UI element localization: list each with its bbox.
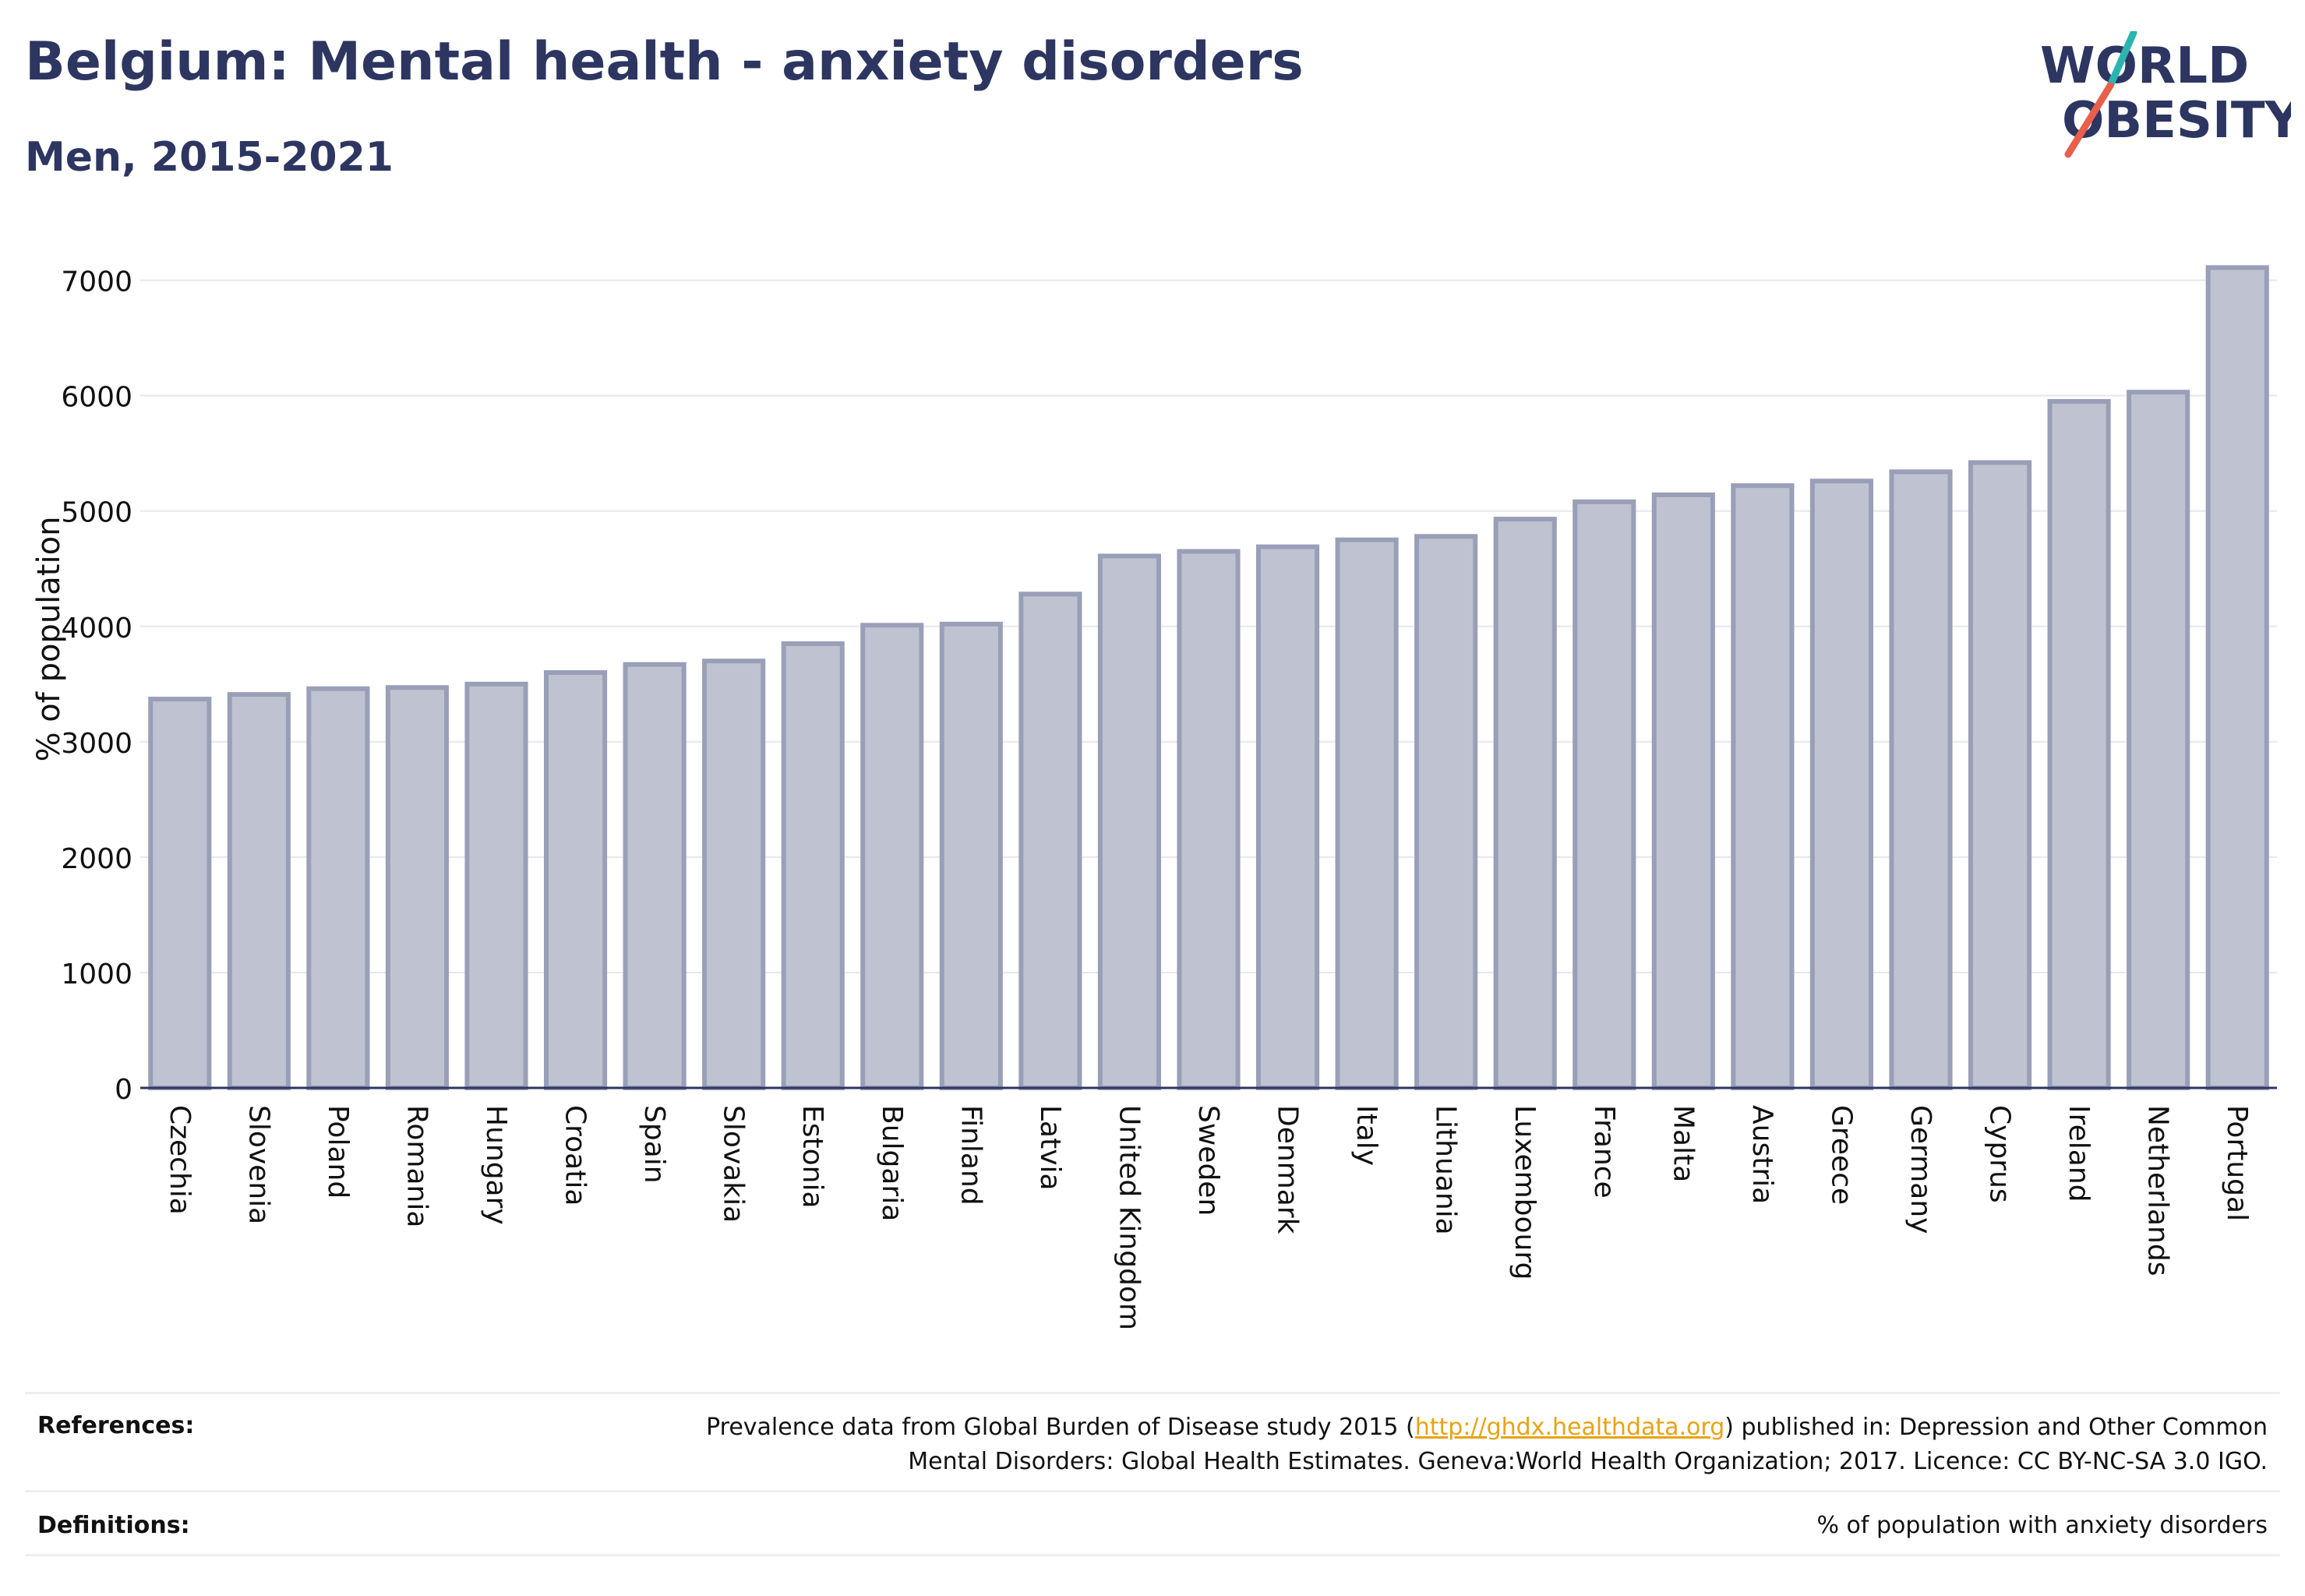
y-tick-label: 0: [115, 1074, 132, 1106]
bar-slovenia[interactable]: [227, 692, 291, 1090]
bar-poland[interactable]: [306, 686, 370, 1090]
x-tick-label: Luxembourg: [1509, 1105, 1541, 1280]
x-tick-label: Slovakia: [718, 1105, 750, 1223]
bar-bulgaria[interactable]: [860, 623, 924, 1090]
bar-greece[interactable]: [1809, 478, 1874, 1090]
bar-italy[interactable]: [1335, 537, 1399, 1090]
references-row: References: Prevalence data from Global …: [25, 1403, 2280, 1488]
x-tick-label: Greece: [1825, 1105, 1857, 1205]
bar-malta[interactable]: [1651, 492, 1715, 1090]
x-tick-label: Germany: [1904, 1105, 1936, 1234]
x-tick-label: Romania: [401, 1105, 432, 1227]
definitions-label: Definitions:: [37, 1512, 190, 1539]
bar-croatia[interactable]: [543, 670, 608, 1090]
bar-romania[interactable]: [385, 685, 450, 1090]
bar-france[interactable]: [1573, 499, 1636, 1090]
bar-hungary[interactable]: [464, 681, 528, 1090]
logo-slash-bottom: [2064, 82, 2114, 158]
bar-czechia[interactable]: [148, 697, 212, 1091]
x-tick-label: United Kingdom: [1113, 1105, 1145, 1330]
x-tick-label: Latvia: [1034, 1105, 1066, 1191]
x-tick-label: Bulgaria: [876, 1105, 908, 1221]
bars: [148, 265, 2269, 1091]
x-tick-label: Cyprus: [1984, 1105, 2016, 1203]
world-obesity-logo: WORLD OBESITY: [2040, 31, 2291, 158]
x-tick-label: Estonia: [796, 1105, 828, 1209]
x-tick-label: Ireland: [2063, 1105, 2095, 1202]
bar-finland[interactable]: [939, 621, 1003, 1090]
y-tick-label: 3000: [61, 728, 132, 760]
logo-slash-top: [2106, 31, 2137, 90]
bar-luxembourg[interactable]: [1493, 517, 1557, 1090]
bar-cyprus[interactable]: [1968, 460, 2032, 1090]
x-tick-label: Slovenia: [242, 1105, 274, 1224]
x-tick-label: Malta: [1667, 1105, 1699, 1182]
bar-germany[interactable]: [1889, 469, 1953, 1090]
footer-divider-bottom: [25, 1554, 2280, 1556]
bar-sweden[interactable]: [1177, 549, 1241, 1090]
bar-austria[interactable]: [1731, 483, 1795, 1090]
x-axis: Czechia Slovenia Poland Romania Hungary Croat…: [140, 1086, 2277, 1330]
x-tick-label: Croatia: [559, 1105, 591, 1206]
chart-subtitle: Men, 2015-2021: [25, 134, 394, 181]
references-text-after: ) published in: Depression and Other Com…: [1724, 1414, 2268, 1441]
chart-title: Belgium: Mental health - anxiety disorde…: [25, 31, 1304, 93]
x-tick-label: Czechia: [164, 1105, 196, 1215]
bar-ireland[interactable]: [2047, 399, 2111, 1090]
bar-spain[interactable]: [623, 662, 687, 1090]
x-tick-label: Italy: [1350, 1105, 1382, 1166]
y-tick-label: 5000: [61, 497, 132, 529]
references-text-before: Prevalence data from Global Burden of Di…: [706, 1414, 1415, 1441]
x-tick-label: France: [1588, 1105, 1620, 1199]
references-label: References:: [37, 1412, 195, 1439]
x-tick-label: Spain: [638, 1105, 670, 1184]
x-tick-label: Netherlands: [2142, 1105, 2174, 1276]
bar-netherlands[interactable]: [2127, 390, 2190, 1091]
bar-latvia[interactable]: [1018, 591, 1082, 1090]
y-tick-label: 2000: [61, 843, 132, 875]
y-tick-label: 7000: [61, 267, 132, 298]
bar-lithuania[interactable]: [1414, 534, 1478, 1090]
bar-portugal[interactable]: [2205, 265, 2269, 1091]
x-tick-label: Hungary: [480, 1105, 512, 1225]
logo-line1: WORLD: [2040, 37, 2249, 95]
x-tick-label: Sweden: [1192, 1105, 1224, 1216]
x-tick-label: Lithuania: [1430, 1105, 1462, 1235]
x-tick-label: Austria: [1746, 1105, 1778, 1204]
y-tick-label: 4000: [61, 613, 132, 644]
definitions-text: % of population with anxiety disorders: [1816, 1512, 2268, 1539]
references-link[interactable]: http://ghdx.healthdata.org: [1414, 1414, 1725, 1441]
references-text: Prevalence data from Global Burden of Di…: [553, 1411, 2268, 1479]
bar-chart: 0 1000 2000 3000 4000 5000 6000 7000 Czechia Slo…: [31, 265, 2277, 1330]
bar-united-kingdom[interactable]: [1097, 553, 1162, 1090]
y-axis: 0 1000 2000 3000 4000 5000 6000 7000: [61, 267, 132, 1106]
y-tick-label: 1000: [61, 959, 132, 990]
y-axis-label: % of population: [31, 517, 67, 762]
x-tick-label: Denmark: [1272, 1105, 1304, 1234]
bar-estonia[interactable]: [781, 641, 845, 1090]
definitions-row: Definitions: % of population with anxiet…: [25, 1501, 2280, 1548]
y-tick-label: 6000: [61, 382, 132, 414]
x-tick-label: Portugal: [2221, 1105, 2253, 1221]
references-line2: Mental Disorders: Global Health Estimate…: [908, 1448, 2268, 1475]
x-tick-label: Poland: [322, 1105, 354, 1199]
x-tick-label: Finland: [955, 1105, 987, 1206]
footer-divider-top: [25, 1392, 2280, 1394]
bar-slovakia[interactable]: [702, 659, 766, 1090]
footer-divider-middle: [25, 1490, 2280, 1492]
bar-denmark[interactable]: [1255, 544, 1320, 1090]
